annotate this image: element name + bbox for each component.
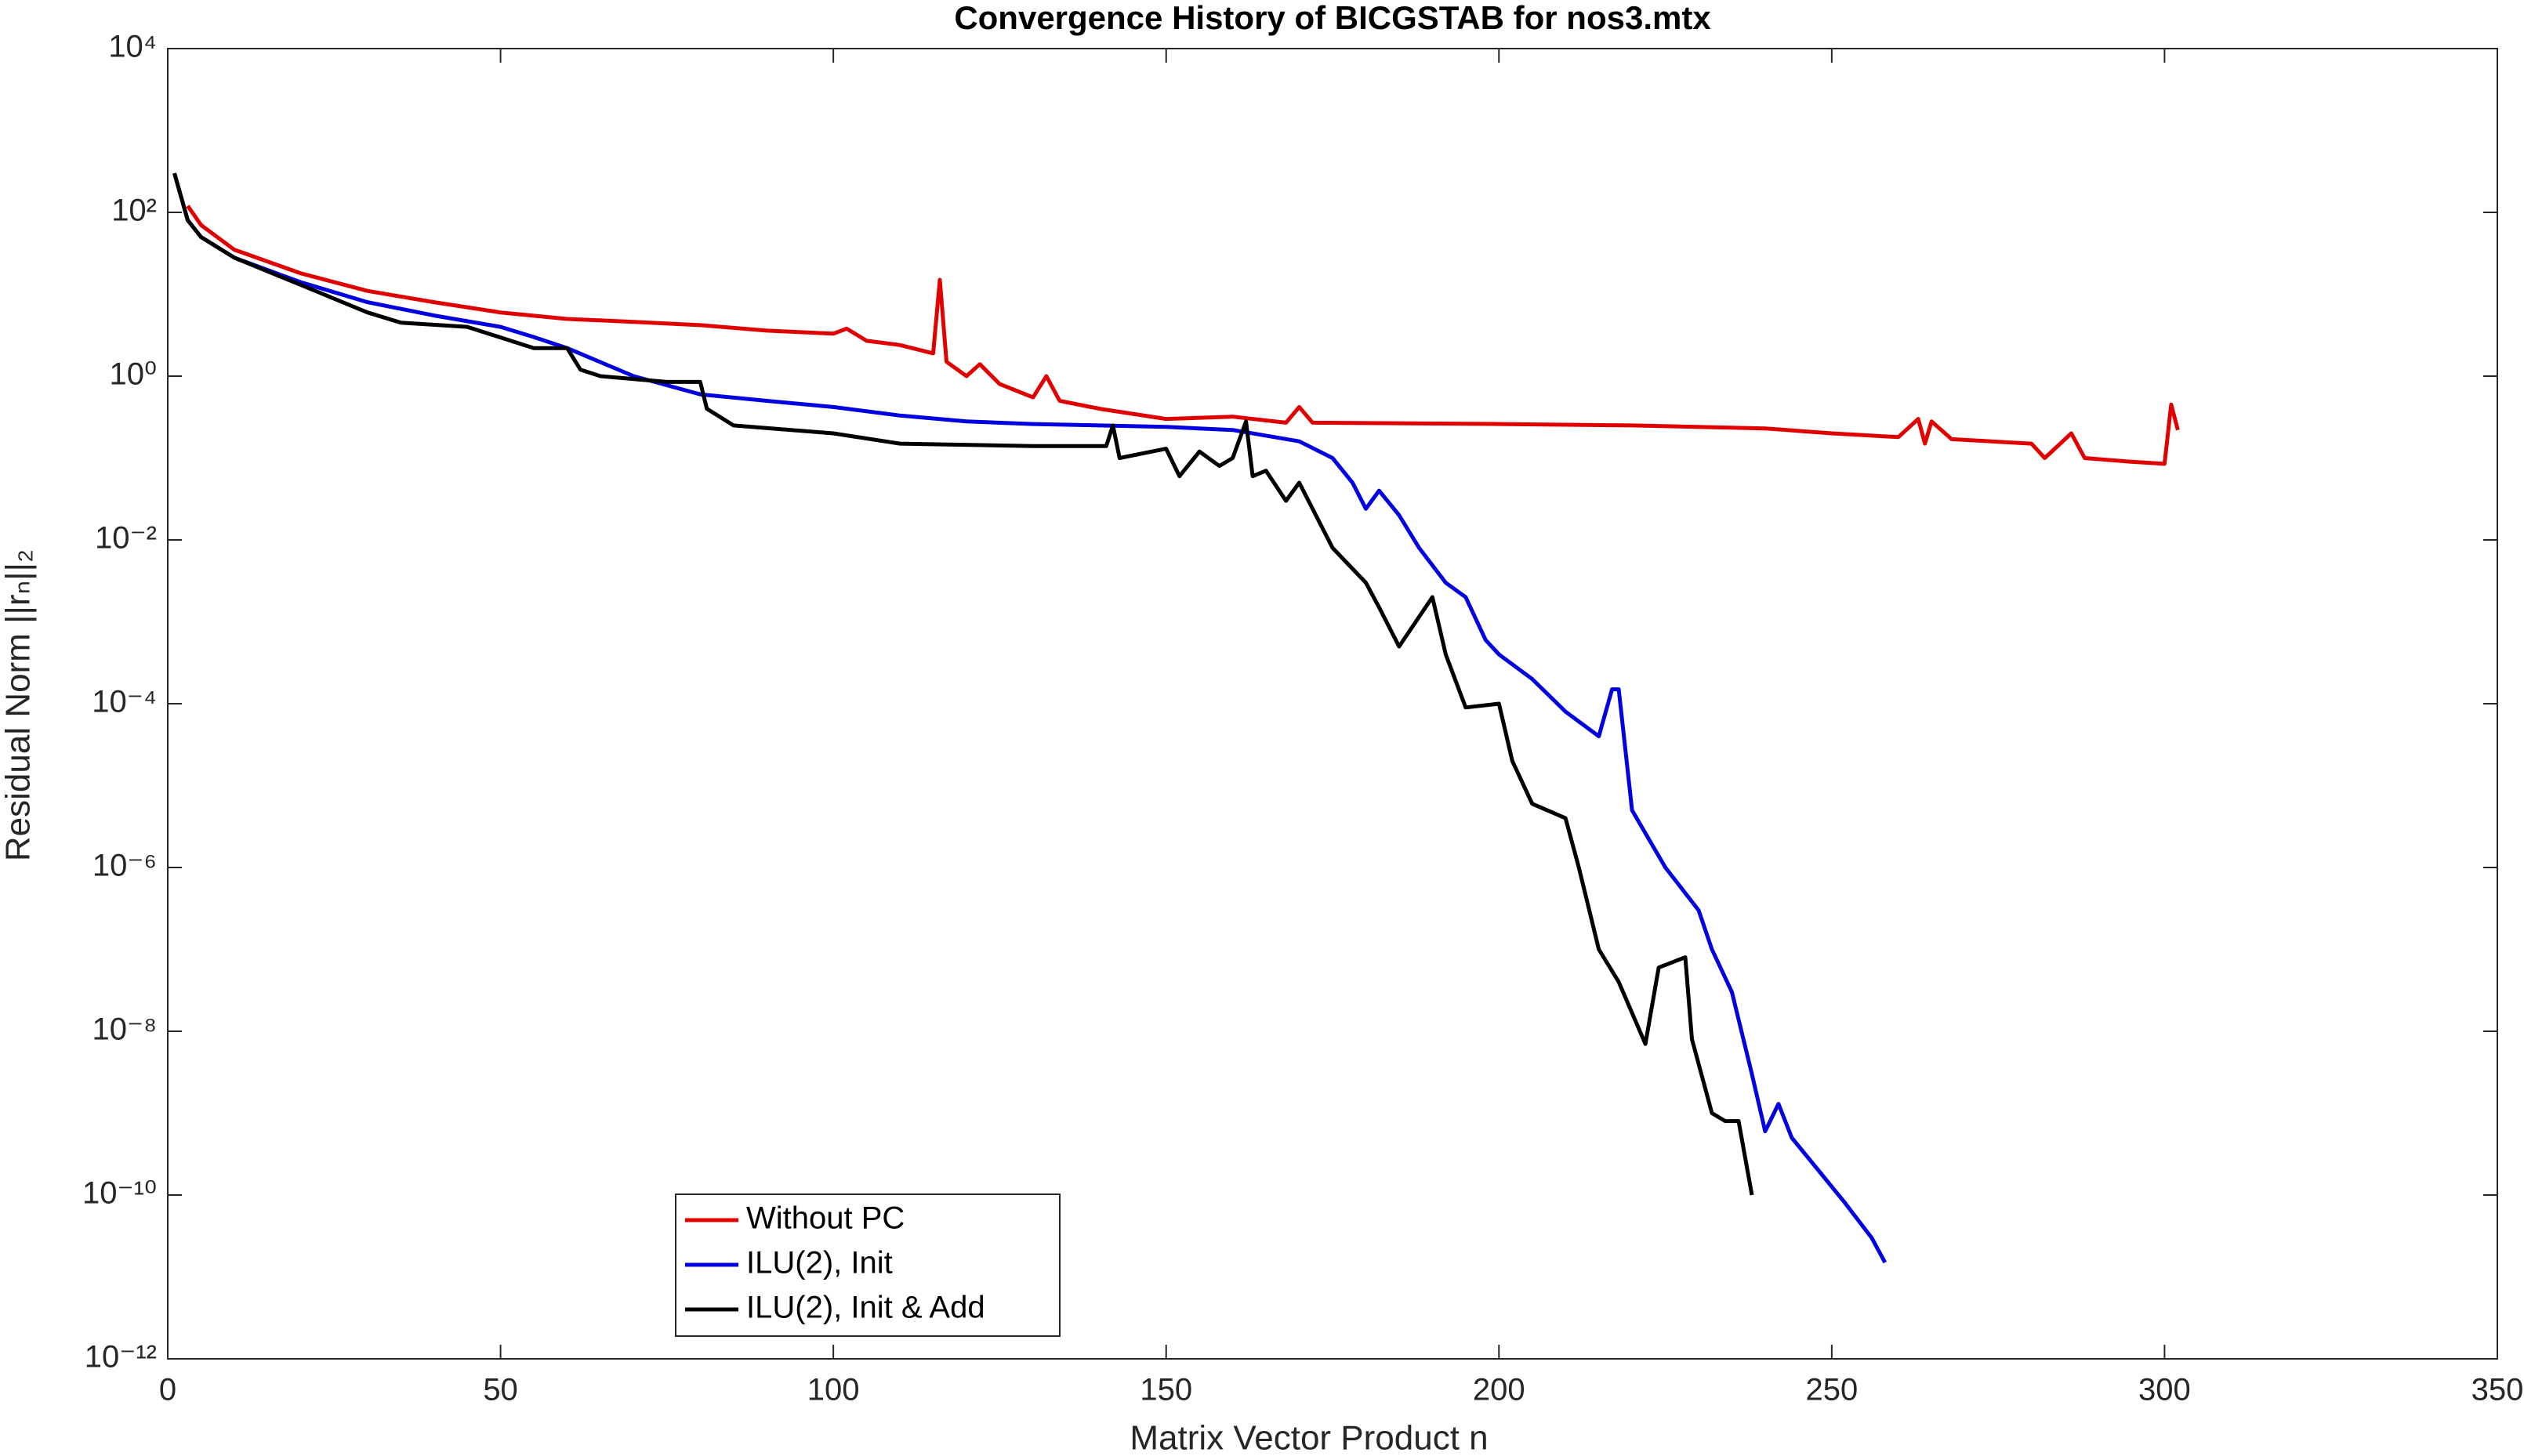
y-tick-label: 10⁰ [109, 357, 157, 392]
y-tick-label: 10⁻¹² [85, 1340, 157, 1375]
x-tick-label: 350 [2471, 1373, 2524, 1407]
legend-box [675, 1193, 1061, 1337]
y-tick-label: 10⁴ [108, 30, 157, 64]
series-line [186, 205, 2180, 466]
x-tick-label: 150 [1140, 1373, 1192, 1407]
x-axis-label: Matrix Vector Product n [1130, 1419, 1488, 1456]
legend-label: Without PC [746, 1201, 905, 1236]
series-line [172, 172, 1888, 1264]
plot-area [167, 48, 2498, 1360]
y-tick-label: 10⁻² [95, 521, 157, 556]
series-line [172, 172, 1754, 1196]
y-tick-label: 10² [111, 194, 157, 228]
legend-label: ILU(2), Init & Add [746, 1291, 985, 1325]
y-tick-label: 10⁻⁸ [92, 1012, 157, 1047]
x-tick-label: 300 [2138, 1373, 2191, 1407]
x-tick-label: 100 [807, 1373, 860, 1407]
chart-title: Convergence History of BICGSTAB for nos3… [954, 0, 1711, 36]
x-tick-label: 0 [159, 1373, 176, 1407]
x-tick-label: 50 [483, 1373, 518, 1407]
x-tick-label: 200 [1473, 1373, 1525, 1407]
y-axis-label: Residual Norm ||rₙ||₂ [0, 549, 38, 861]
legend-label: ILU(2), Init [746, 1246, 893, 1280]
y-tick-label: 10⁻¹⁰ [82, 1176, 157, 1211]
x-tick-label: 250 [1805, 1373, 1858, 1407]
y-tick-label: 10⁻⁶ [92, 849, 157, 883]
y-tick-label: 10⁻⁴ [92, 685, 157, 719]
